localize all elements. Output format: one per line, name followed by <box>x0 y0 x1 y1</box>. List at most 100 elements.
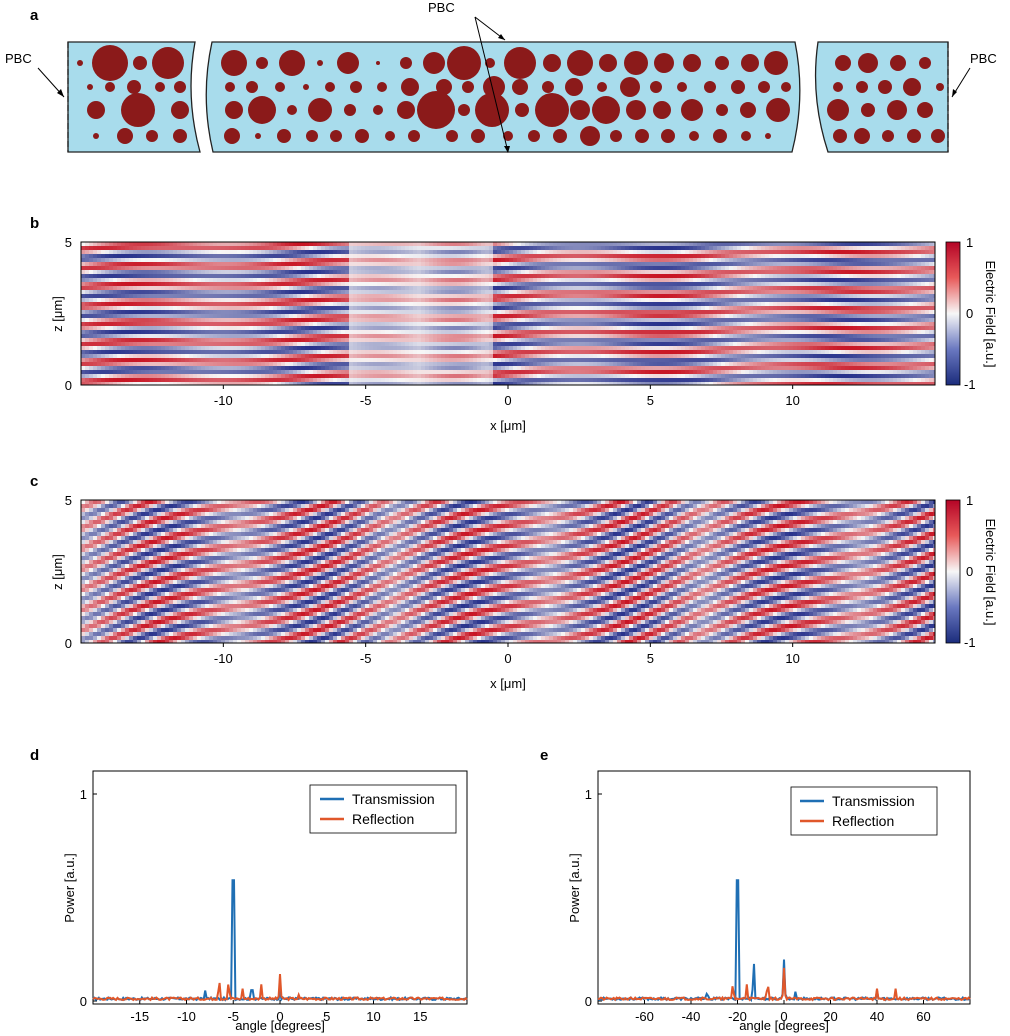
inclusion-circle <box>903 78 921 96</box>
xtick-label: 15 <box>413 1009 427 1024</box>
inclusion-circle <box>87 101 105 119</box>
inclusion-circle <box>423 52 445 74</box>
xtick-label: 40 <box>870 1009 884 1024</box>
inclusion-circle <box>919 57 931 69</box>
cb-tick-mid-c: 0 <box>966 564 973 579</box>
inclusion-circle <box>275 82 285 92</box>
ytick-label: 5 <box>65 493 72 508</box>
inclusion-circle <box>171 101 189 119</box>
xtick-label: 10 <box>785 393 799 408</box>
inclusion-circle <box>766 98 790 122</box>
ylabel-b: z [μm] <box>50 296 65 332</box>
plot-area-d: -15 -10 -5 0 5 10 15 0 1 <box>80 787 468 1024</box>
inclusion-circle <box>446 130 458 142</box>
xtick-label: 0 <box>780 1009 787 1024</box>
xtick-label: -10 <box>214 651 233 666</box>
cb-tick-max-c: 1 <box>966 493 973 508</box>
xtick-label: -60 <box>635 1009 654 1024</box>
colorbar-c <box>945 499 961 644</box>
inclusion-circle <box>833 82 843 92</box>
panel-e: e -60 -40 -20 0 20 40 60 0 1 angle [degrees] Pow… <box>540 747 971 1033</box>
inclusion-circle <box>758 81 770 93</box>
inclusion-circle <box>580 126 600 146</box>
inclusion-circle <box>917 102 933 118</box>
inclusion-circle <box>408 130 420 142</box>
inclusion-circle <box>471 129 485 143</box>
xtick-label: 0 <box>276 1009 283 1024</box>
ytick-label: 5 <box>65 235 72 250</box>
inclusion-circle <box>93 133 99 139</box>
inclusion-circle <box>417 91 455 129</box>
inclusion-circle <box>535 93 569 127</box>
inclusion-circle <box>225 101 243 119</box>
inclusion-circle <box>225 82 235 92</box>
panel-letter-c: c <box>30 473 38 490</box>
inclusion-circle <box>661 129 675 143</box>
inclusion-circle <box>716 104 728 116</box>
inclusion-circle <box>890 55 906 71</box>
inclusion-circle <box>833 129 847 143</box>
inclusion-circle <box>887 100 907 120</box>
xtick-label: 20 <box>823 1009 837 1024</box>
ytick-label: 0 <box>65 636 72 651</box>
inclusion-circle <box>858 53 878 73</box>
inclusion-circle <box>355 129 369 143</box>
xtick-label: 10 <box>785 651 799 666</box>
inclusion-circle <box>504 47 536 79</box>
inclusion-circle <box>146 130 158 142</box>
inclusion-circle <box>92 45 128 81</box>
inclusion-circle <box>447 46 481 80</box>
inclusion-circle <box>854 128 870 144</box>
inclusion-circle <box>121 93 155 127</box>
series-line-reflection <box>92 974 468 1002</box>
panel-letter-d: d <box>30 747 39 764</box>
inclusion-circle <box>731 80 745 94</box>
xtick-label: -40 <box>682 1009 701 1024</box>
inclusion-circle <box>155 82 165 92</box>
inclusion-circle <box>936 83 944 91</box>
xtick-label: -5 <box>360 393 372 408</box>
inclusion-circle <box>458 104 470 116</box>
inclusion-circle <box>677 82 687 92</box>
cb-tick-mid-b: 0 <box>966 306 973 321</box>
inclusion-circle <box>570 100 590 120</box>
legend-d: Transmission Reflection <box>309 784 457 834</box>
inclusion-circle <box>256 57 268 69</box>
inclusion-circle <box>741 54 759 72</box>
colorbar-label-c: Electric Field [a.u.] <box>983 519 998 626</box>
inclusion-circle <box>221 50 247 76</box>
xtick-label: -5 <box>227 1009 239 1024</box>
ytick-label: 0 <box>80 994 87 1009</box>
ylabel-e: Power [a.u.] <box>567 853 582 922</box>
xtick-label: 10 <box>366 1009 380 1024</box>
xtick-label: -10 <box>177 1009 196 1024</box>
inclusion-circle <box>704 81 716 93</box>
inclusion-circle <box>385 131 395 141</box>
inclusion-circle <box>475 93 509 127</box>
xtick-label: 0 <box>504 393 511 408</box>
panel-d: d -15 -10 -5 0 5 10 15 0 1 angle [degrees] Power… <box>30 747 468 1033</box>
xtick-label: 5 <box>323 1009 330 1024</box>
inclusion-circle <box>624 51 648 75</box>
inclusion-circle <box>553 129 567 143</box>
inclusion-circle <box>827 99 849 121</box>
inclusion-circle <box>931 129 945 143</box>
pbc-label-left: PBC <box>5 51 32 66</box>
inclusion-circle <box>105 82 115 92</box>
panel-b: b -10 -5 0 5 10 0 5 x [μm] z [μm] 1 0 -1 Elect… <box>30 215 998 433</box>
inclusion-circle <box>401 78 419 96</box>
inclusion-circle <box>856 81 868 93</box>
inclusion-circle <box>503 131 513 141</box>
inclusion-circle <box>512 79 528 95</box>
inclusion-circle <box>650 81 662 93</box>
inclusion-circle <box>528 130 540 142</box>
legend-reflection-d: Reflection <box>352 811 414 827</box>
inclusion-circle <box>330 130 342 142</box>
inclusion-circle <box>350 81 362 93</box>
xtick-label: -20 <box>728 1009 747 1024</box>
inclusion-circle <box>306 130 318 142</box>
pbc-label-top: PBC <box>428 0 455 15</box>
series-line-reflection <box>597 967 971 1002</box>
xtick-label: 0 <box>504 651 511 666</box>
